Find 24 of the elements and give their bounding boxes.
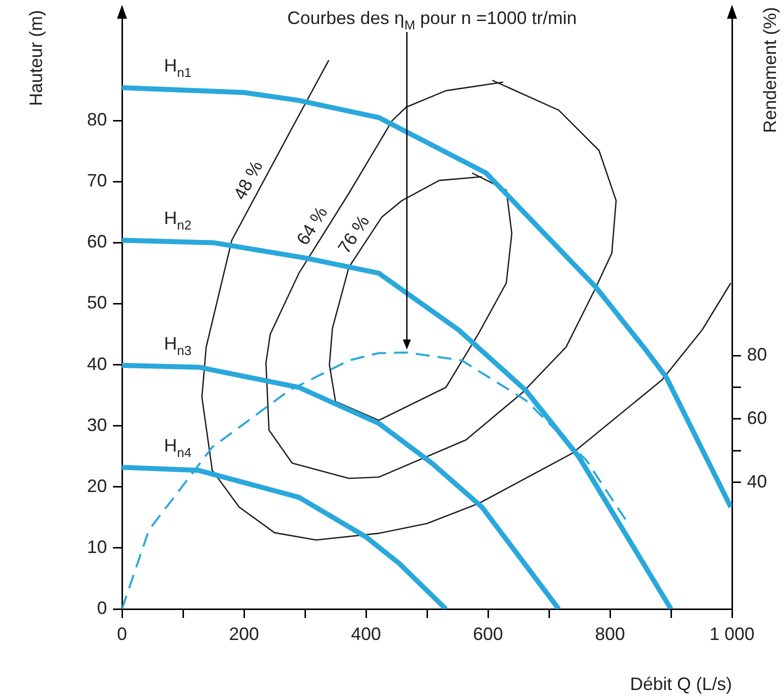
y-tick-label: 10 [86,536,107,557]
x-axis-title: Débit Q (L/s) [630,674,732,694]
y2-tick-label: 60 [747,408,768,428]
y-tick-label: 50 [86,292,107,313]
y2-tick-label: 80 [747,344,768,365]
text: 64 % [292,203,332,248]
x-tick-label: 600 [472,624,504,644]
x-tick-label: 400 [350,624,382,644]
y2-axis-title: Rendement (%) [760,6,780,134]
x-tick-label: 1 000 [709,624,755,644]
text: 76 % [334,212,374,258]
x-tick-label: 0 [116,624,128,644]
text: 48 % [230,157,267,204]
x-tick-label: 200 [228,624,260,644]
y-tick-label: 70 [86,170,107,191]
y2-tick-label: 40 [747,471,768,492]
y-axis-title: Hauteur (m) [26,10,46,106]
y-tick-label: 60 [86,232,107,252]
y-tick-label: 0 [96,598,107,618]
y-tick-label: 40 [86,354,107,374]
y-tick-label: 20 [86,476,107,496]
y-tick-label: 80 [86,110,107,130]
y-tick-label: 30 [86,414,107,435]
x-tick-label: 800 [594,624,626,644]
